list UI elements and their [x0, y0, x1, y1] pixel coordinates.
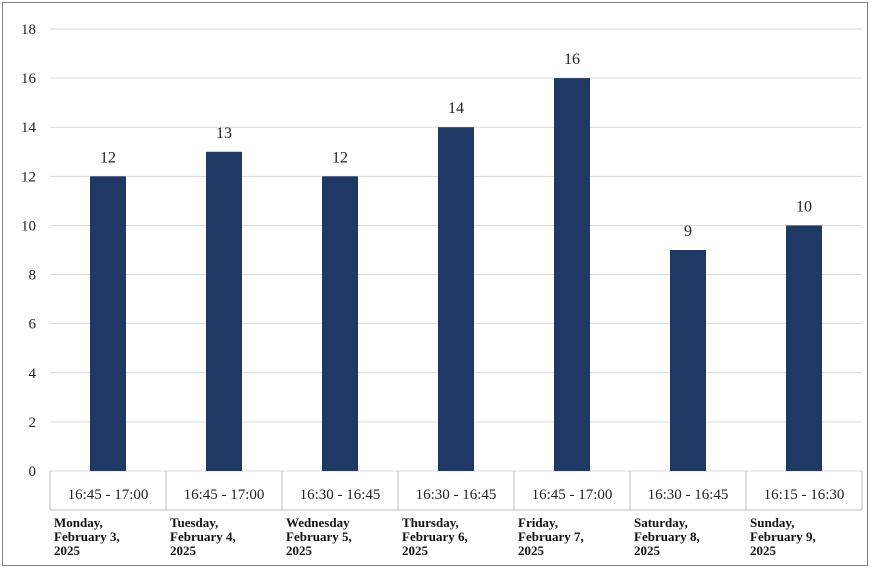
x-tick-label-day: Saturday, — [634, 515, 688, 530]
data-label: 14 — [448, 100, 464, 117]
y-tick-label: 16 — [21, 71, 37, 87]
data-label: 9 — [684, 223, 692, 240]
y-tick-label: 18 — [21, 22, 36, 38]
x-tick-label-time: 16:45 - 17:00 — [532, 487, 613, 503]
bar — [670, 250, 706, 471]
y-tick-label: 10 — [21, 218, 36, 234]
x-tick-label-day: February 5, — [286, 529, 352, 544]
data-label: 10 — [796, 198, 812, 215]
data-label: 12 — [100, 149, 116, 166]
x-tick-label-time: 16:15 - 16:30 — [764, 487, 845, 503]
bar — [206, 151, 242, 471]
y-tick-label: 0 — [29, 464, 37, 480]
bar — [786, 225, 822, 471]
x-tick-label-day: Wednesday — [286, 515, 350, 530]
x-tick-label-day: 2025 — [54, 543, 81, 558]
data-label: 16 — [564, 51, 580, 68]
x-tick-label-day: 2025 — [286, 543, 313, 558]
data-label: 13 — [216, 125, 232, 142]
y-tick-label: 8 — [29, 268, 37, 284]
bar — [438, 127, 474, 471]
x-tick-label-day: February 7, — [518, 529, 584, 544]
x-tick-label-day: February 9, — [750, 529, 816, 544]
y-tick-label: 6 — [29, 317, 37, 333]
y-tick-label: 4 — [29, 366, 37, 382]
x-tick-label-day: Tuesday, — [170, 515, 218, 530]
x-tick-label-day: February 4, — [170, 529, 236, 544]
x-tick-label-time: 16:30 - 16:45 — [416, 487, 497, 503]
bar — [554, 78, 590, 471]
x-tick-label-day: 2025 — [634, 543, 661, 558]
x-tick-label-day: 2025 — [402, 543, 429, 558]
x-tick-label-time: 16:30 - 16:45 — [648, 487, 729, 503]
x-tick-label-time: 16:30 - 16:45 — [300, 487, 381, 503]
x-tick-label-day: Friday, — [518, 515, 558, 530]
x-tick-label-day: February 3, — [54, 529, 120, 544]
data-label: 12 — [332, 149, 348, 166]
bar — [322, 176, 358, 472]
x-tick-label-day: Sunday, — [750, 515, 794, 530]
y-tick-label: 12 — [21, 169, 36, 185]
x-tick-label-day: 2025 — [750, 543, 777, 558]
x-tick-label-day: February 8, — [634, 529, 700, 544]
x-tick-label-time: 16:45 - 17:00 — [184, 487, 265, 503]
bar — [90, 176, 126, 472]
y-tick-label: 2 — [29, 415, 37, 431]
x-tick-label-day: 2025 — [518, 543, 545, 558]
x-tick-label-day: Thursday, — [402, 515, 459, 530]
y-tick-label: 14 — [21, 120, 37, 136]
x-tick-label-day: February 6, — [402, 529, 468, 544]
x-tick-label-day: 2025 — [170, 543, 197, 558]
x-tick-label-day: Monday, — [54, 515, 103, 530]
x-tick-label-time: 16:45 - 17:00 — [68, 487, 149, 503]
